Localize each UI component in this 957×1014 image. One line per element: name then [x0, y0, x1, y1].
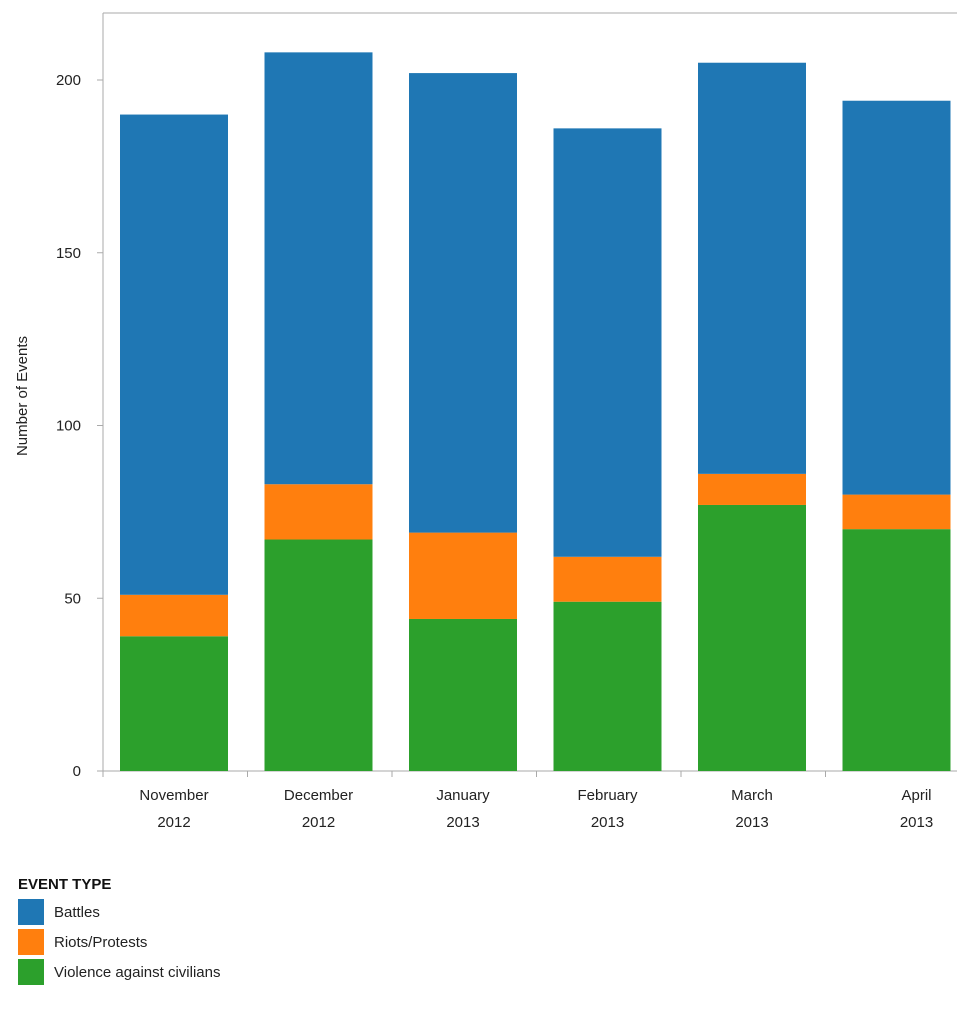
x-tick-label-year: 2012 — [157, 814, 190, 831]
x-tick-label-year: 2013 — [446, 814, 479, 831]
bar-battles-4 — [553, 128, 662, 557]
y-tick-label: 0 — [73, 763, 81, 780]
bar-violence-against-civilians-4 — [553, 601, 662, 771]
bar-riots-protests-3 — [409, 532, 517, 619]
y-tick-label: 150 — [56, 245, 81, 262]
x-tick-label-year: 2013 — [900, 814, 933, 831]
legend-item-riots-protests[interactable]: Riots/Protests — [18, 929, 221, 955]
x-axis-ticks: November 2012 December 2012 January 2013 Febru… — [102, 771, 933, 831]
legend: EVENT TYPE Battles Riots/Protests Violen… — [18, 876, 221, 989]
bar-riots-protests-1 — [120, 594, 228, 637]
legend-item-battles[interactable]: Battles — [18, 899, 221, 925]
y-tick-label: 50 — [64, 590, 81, 607]
bar-riots-protests-5 — [698, 473, 806, 505]
bar-violence-against-civilians-1 — [120, 636, 228, 771]
x-tick-label-year: 2013 — [735, 814, 768, 831]
legend-item-violence-against-civilians[interactable]: Violence against civilians — [18, 959, 221, 985]
legend-label-riots-protests: Riots/Protests — [54, 933, 148, 951]
x-tick-label-year: 2013 — [591, 814, 624, 831]
legend-swatch-violence-against-civilians — [18, 959, 44, 985]
chart-axes — [102, 12, 957, 772]
x-tick-label-month: November — [139, 787, 208, 804]
legend-label-violence-against-civilians: Violence against civilians — [54, 963, 221, 981]
bar-violence-against-civilians-3 — [409, 618, 517, 771]
x-tick-label-month: March — [731, 787, 773, 804]
x-tick-label-year: 2012 — [302, 814, 335, 831]
legend-swatch-riots-protests — [18, 929, 44, 955]
bar-battles-5 — [698, 62, 806, 474]
bar-riots-protests-2 — [264, 484, 373, 540]
bar-battles-2 — [264, 52, 373, 485]
x-tick-label-month: December — [284, 787, 353, 804]
y-axis-ticks: 0 50 100 150 200 — [56, 72, 103, 780]
stacked-bar-chart: November 2012 December 2012 January 2013 Febru… — [14, 12, 957, 831]
x-tick-label-month: April — [901, 787, 931, 804]
chart-bars — [120, 52, 951, 771]
bar-battles-6 — [842, 100, 951, 495]
x-tick-label-month: January — [436, 787, 490, 804]
legend-title: EVENT TYPE — [18, 876, 112, 893]
bar-violence-against-civilians-2 — [264, 539, 373, 771]
bar-violence-against-civilians-6 — [842, 529, 951, 771]
x-tick-label-month: February — [577, 787, 638, 804]
bar-riots-protests-6 — [842, 494, 951, 530]
bar-riots-protests-4 — [553, 556, 662, 602]
legend-label-battles: Battles — [54, 903, 100, 921]
y-tick-label: 200 — [56, 72, 81, 89]
legend-swatch-battles — [18, 899, 44, 925]
y-axis-title: Number of Events — [14, 336, 31, 456]
bar-battles-1 — [120, 114, 228, 595]
bar-violence-against-civilians-5 — [698, 504, 806, 771]
bar-battles-3 — [409, 73, 517, 533]
y-tick-label: 100 — [56, 418, 81, 435]
